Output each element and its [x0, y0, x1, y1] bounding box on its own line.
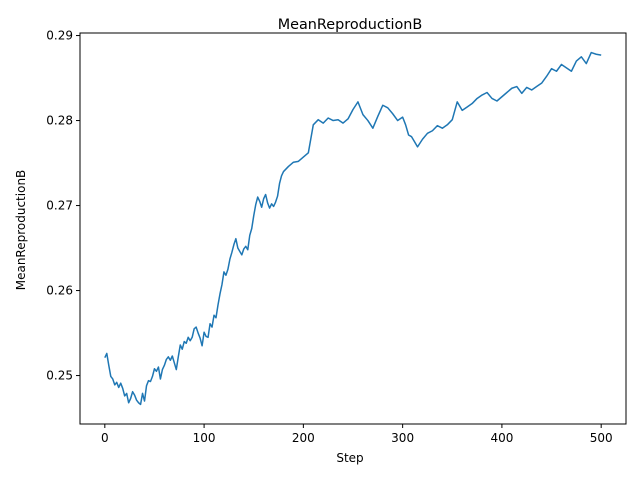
x-tick-label: 500 — [590, 431, 613, 445]
y-tick-label: 0.29 — [46, 29, 73, 43]
y-axis-ticks: 0.25 0.26 0.27 0.28 0.29 — [46, 29, 80, 383]
plot-area-frame — [79, 32, 627, 425]
x-tick-label: 400 — [490, 431, 513, 445]
x-tick-label: 300 — [391, 431, 414, 445]
y-tick-label: 0.25 — [46, 369, 73, 383]
x-tick-label: 200 — [292, 431, 315, 445]
x-tick-label: 0 — [101, 431, 109, 445]
x-axis-label: Step — [336, 451, 363, 465]
x-axis-ticks: 0 100 200 300 400 500 — [101, 424, 613, 445]
y-axis-label: MeanReproductionB — [14, 170, 28, 291]
y-tick-label: 0.27 — [46, 199, 73, 213]
series-line — [104, 51, 602, 406]
series-layer — [104, 51, 602, 406]
y-tick-label: 0.28 — [46, 114, 73, 128]
chart-title: MeanReproductionB — [278, 17, 423, 33]
x-tick-label: 100 — [193, 431, 216, 445]
y-tick-label: 0.26 — [46, 284, 73, 298]
